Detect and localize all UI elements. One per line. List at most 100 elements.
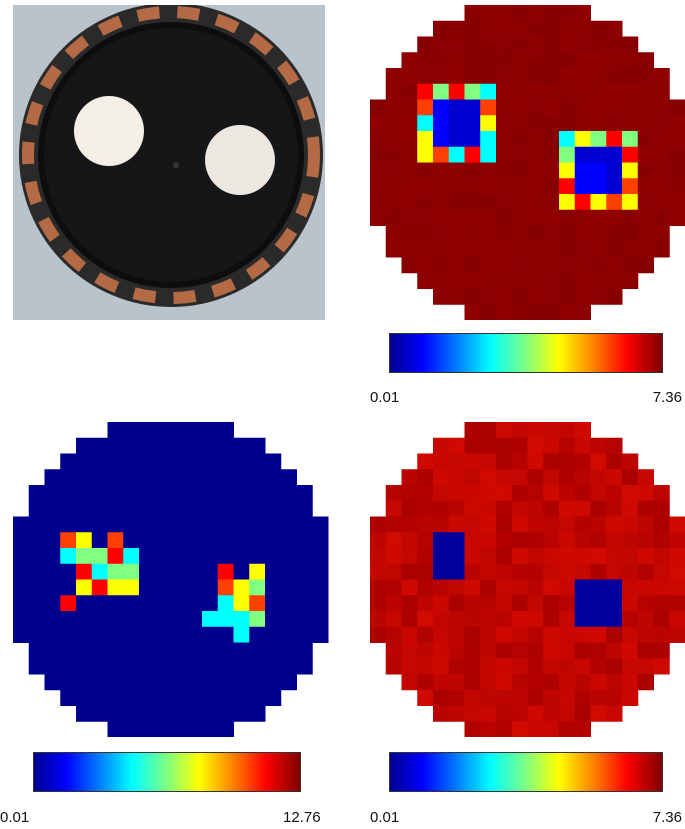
heat-cell <box>297 517 313 533</box>
heat-cell <box>480 273 496 289</box>
heat-cell <box>591 580 607 596</box>
heat-cell <box>512 210 528 226</box>
heat-cell <box>559 194 575 210</box>
heat-cell <box>402 643 418 659</box>
heat-cell <box>606 84 622 100</box>
heat-cell <box>559 226 575 242</box>
heat-cell <box>654 194 670 210</box>
heat-cell <box>496 304 512 320</box>
heat-cell <box>402 501 418 517</box>
heat-cell <box>654 84 670 100</box>
heat-cell <box>496 131 512 147</box>
heat-cell <box>465 721 481 737</box>
heat-cell <box>449 178 465 194</box>
heat-cell <box>591 532 607 548</box>
heat-cell <box>622 548 638 564</box>
heat-cell <box>543 548 559 564</box>
heat-cell <box>155 438 171 454</box>
heat-cell <box>575 178 591 194</box>
heat-cell <box>417 627 433 643</box>
heat-cell <box>528 163 544 179</box>
heat-cell <box>92 517 108 533</box>
heat-cell <box>480 100 496 116</box>
heat-cell <box>60 658 76 674</box>
heat-cell <box>480 690 496 706</box>
heat-cell <box>171 721 187 737</box>
heat-cell <box>591 611 607 627</box>
heat-cell <box>449 501 465 517</box>
heat-cell <box>76 485 92 501</box>
heat-cell <box>575 84 591 100</box>
heat-cell <box>281 501 297 517</box>
heat-cell <box>29 548 45 564</box>
heat-cell <box>591 178 607 194</box>
heat-cell <box>186 706 202 722</box>
heat-cell <box>528 21 544 37</box>
heat-cell <box>155 548 171 564</box>
heat-cell <box>638 595 654 611</box>
heat-cell <box>480 674 496 690</box>
heat-cell <box>543 721 559 737</box>
heat-cell <box>218 438 234 454</box>
heat-cell <box>480 68 496 84</box>
heat-cell <box>297 580 313 596</box>
heat-cell <box>202 611 218 627</box>
heat-cell <box>386 84 402 100</box>
heat-cell <box>528 580 544 596</box>
heat-cell <box>512 674 528 690</box>
heat-cell <box>575 438 591 454</box>
heat-cell <box>622 226 638 242</box>
heat-cell <box>449 21 465 37</box>
heat-cell <box>449 627 465 643</box>
heat-cell <box>480 658 496 674</box>
heat-cell <box>139 438 155 454</box>
heat-cell <box>465 580 481 596</box>
heat-cell <box>606 147 622 163</box>
heat-cell <box>29 564 45 580</box>
heat-cell <box>528 469 544 485</box>
heat-cell <box>654 100 670 116</box>
heat-cell <box>402 163 418 179</box>
heat-cell <box>417 194 433 210</box>
heat-cell <box>402 100 418 116</box>
heat-cell <box>60 690 76 706</box>
heat-cell <box>638 611 654 627</box>
heat-cell <box>591 257 607 273</box>
heat-cell <box>433 595 449 611</box>
heat-cell <box>528 241 544 257</box>
heat-cell <box>402 178 418 194</box>
heat-cell <box>654 131 670 147</box>
heat-cell <box>543 469 559 485</box>
colorbar-max: 12.76 <box>283 809 321 826</box>
heat-cell <box>528 194 544 210</box>
heat-cell <box>654 485 670 501</box>
heatmap <box>13 422 330 737</box>
heat-cell <box>480 37 496 53</box>
heat-cell <box>123 485 139 501</box>
heat-cell <box>528 611 544 627</box>
heat-cell <box>512 690 528 706</box>
heat-cell <box>417 485 433 501</box>
heat-cell <box>543 611 559 627</box>
heat-cell <box>528 532 544 548</box>
heat-cell <box>465 611 481 627</box>
heat-cell <box>591 21 607 37</box>
heat-cell <box>465 595 481 611</box>
heat-cell <box>654 548 670 564</box>
heat-cell <box>480 469 496 485</box>
heat-cell <box>528 147 544 163</box>
heat-cell <box>465 690 481 706</box>
heat-cell <box>139 706 155 722</box>
heat-cell <box>591 100 607 116</box>
heat-cell <box>402 611 418 627</box>
heat-cell <box>622 163 638 179</box>
heat-cell <box>512 52 528 68</box>
heat-cell <box>417 210 433 226</box>
heat-cell <box>606 178 622 194</box>
heat-cell <box>402 226 418 242</box>
heat-cell <box>512 178 528 194</box>
heat-cell <box>512 131 528 147</box>
heat-cell <box>559 241 575 257</box>
heat-cell <box>249 690 265 706</box>
heat-cell <box>202 501 218 517</box>
